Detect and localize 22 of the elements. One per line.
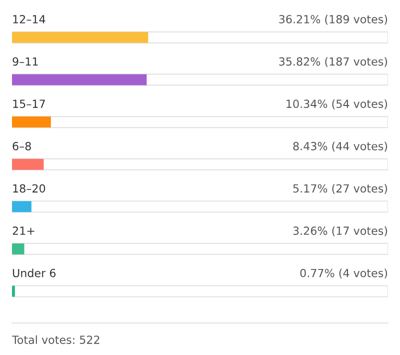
y-tick-label: 21+ [12, 226, 34, 235]
data-label: 8.43% (44 votes) [293, 142, 388, 152]
y-tick-label: 12–14 [13, 14, 46, 24]
bar [12, 158, 44, 170]
bar [12, 116, 51, 128]
bar [12, 74, 147, 86]
data-label: 36.21% (189 votes) [279, 14, 388, 25]
y-tick-label: Under 6 [12, 268, 56, 278]
data-label: 5.17% (27 votes) [293, 184, 388, 194]
y-tick-label: 6–8 [12, 142, 31, 150]
y-tick-label: 18–20 [13, 184, 46, 193]
data-label: 0.77% (4 votes) [300, 268, 388, 279]
bar [12, 243, 24, 254]
data-label: 3.26% (17 votes) [293, 226, 388, 236]
bar [12, 32, 148, 43]
bar [12, 201, 32, 212]
text: Total votes: 522 [12, 335, 100, 344]
data-label: 35.82% (187 votes) [279, 57, 388, 68]
data-label: 10.34% (54 votes) [286, 99, 388, 110]
y-tick-label: 15–17 [13, 100, 45, 108]
bar [12, 286, 15, 297]
y-tick-label: 9–11 [12, 57, 38, 66]
